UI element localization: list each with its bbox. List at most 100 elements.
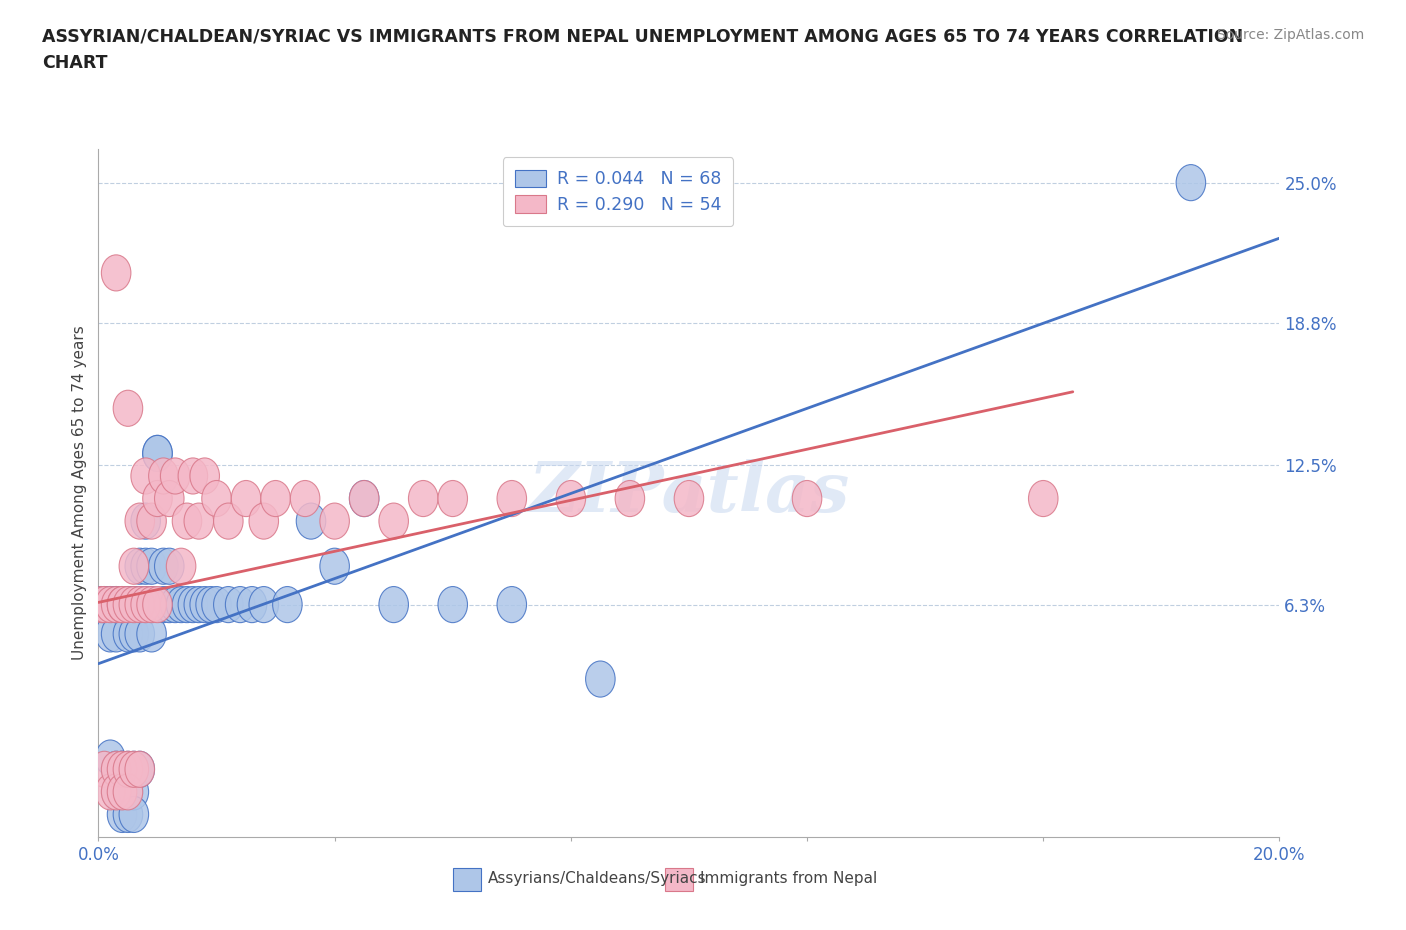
Ellipse shape [143, 587, 173, 623]
Ellipse shape [273, 587, 302, 623]
Ellipse shape [136, 548, 166, 584]
Ellipse shape [107, 751, 136, 788]
Ellipse shape [114, 391, 143, 426]
Ellipse shape [249, 503, 278, 539]
Ellipse shape [136, 616, 166, 652]
Ellipse shape [155, 481, 184, 516]
Ellipse shape [101, 587, 131, 623]
Ellipse shape [87, 587, 117, 623]
Ellipse shape [195, 587, 225, 623]
Ellipse shape [107, 774, 136, 810]
Ellipse shape [166, 548, 195, 584]
Ellipse shape [349, 481, 378, 516]
Ellipse shape [437, 587, 467, 623]
Ellipse shape [96, 616, 125, 652]
Ellipse shape [321, 548, 349, 584]
Ellipse shape [120, 751, 149, 788]
Ellipse shape [202, 481, 232, 516]
Ellipse shape [225, 587, 254, 623]
Ellipse shape [101, 587, 131, 623]
Ellipse shape [96, 774, 125, 810]
Ellipse shape [90, 751, 120, 788]
Ellipse shape [114, 751, 143, 788]
Ellipse shape [143, 481, 173, 516]
Ellipse shape [238, 587, 267, 623]
Ellipse shape [120, 587, 149, 623]
Ellipse shape [214, 503, 243, 539]
Ellipse shape [1029, 481, 1057, 516]
Ellipse shape [143, 435, 173, 472]
Ellipse shape [107, 751, 136, 788]
Ellipse shape [125, 503, 155, 539]
Ellipse shape [120, 616, 149, 652]
Ellipse shape [120, 796, 149, 832]
Ellipse shape [673, 481, 703, 516]
Ellipse shape [101, 751, 131, 788]
Ellipse shape [114, 587, 143, 623]
Ellipse shape [101, 774, 131, 810]
Ellipse shape [380, 503, 408, 539]
Ellipse shape [202, 587, 232, 623]
Ellipse shape [172, 587, 202, 623]
Ellipse shape [792, 481, 821, 516]
Ellipse shape [96, 587, 125, 623]
Ellipse shape [101, 751, 131, 788]
Ellipse shape [107, 587, 136, 623]
Ellipse shape [557, 481, 586, 516]
Ellipse shape [101, 774, 131, 810]
Ellipse shape [90, 587, 120, 623]
Ellipse shape [290, 481, 319, 516]
Ellipse shape [136, 587, 166, 623]
Ellipse shape [107, 587, 136, 623]
Ellipse shape [498, 481, 527, 516]
Ellipse shape [96, 587, 125, 623]
Ellipse shape [131, 503, 160, 539]
Ellipse shape [107, 774, 136, 810]
Text: ZIPatlas: ZIPatlas [529, 459, 849, 526]
Ellipse shape [214, 587, 243, 623]
Ellipse shape [190, 587, 219, 623]
Text: Source: ZipAtlas.com: Source: ZipAtlas.com [1216, 28, 1364, 42]
Ellipse shape [114, 751, 143, 788]
Y-axis label: Unemployment Among Ages 65 to 74 years: Unemployment Among Ages 65 to 74 years [72, 326, 87, 660]
Ellipse shape [190, 458, 219, 494]
Ellipse shape [585, 661, 616, 698]
Ellipse shape [101, 587, 131, 623]
Ellipse shape [96, 587, 125, 623]
Ellipse shape [408, 481, 437, 516]
Ellipse shape [321, 503, 349, 539]
Ellipse shape [179, 587, 208, 623]
Ellipse shape [614, 481, 644, 516]
Text: Assyrians/Chaldeans/Syriacs: Assyrians/Chaldeans/Syriacs [488, 871, 706, 886]
Ellipse shape [166, 587, 195, 623]
Ellipse shape [114, 796, 143, 832]
Legend: R = 0.044   N = 68, R = 0.290   N = 54: R = 0.044 N = 68, R = 0.290 N = 54 [503, 157, 734, 226]
Ellipse shape [120, 548, 149, 584]
Ellipse shape [120, 587, 149, 623]
Ellipse shape [125, 751, 155, 788]
Ellipse shape [136, 503, 166, 539]
Text: Immigrants from Nepal: Immigrants from Nepal [700, 871, 877, 886]
Ellipse shape [107, 751, 136, 788]
Ellipse shape [125, 587, 155, 623]
Ellipse shape [101, 587, 131, 623]
Ellipse shape [120, 587, 149, 623]
Ellipse shape [125, 751, 155, 788]
Ellipse shape [143, 435, 173, 472]
Ellipse shape [184, 587, 214, 623]
Ellipse shape [125, 587, 155, 623]
Ellipse shape [90, 587, 120, 623]
Ellipse shape [101, 616, 131, 652]
Ellipse shape [160, 458, 190, 494]
Ellipse shape [114, 587, 143, 623]
Ellipse shape [114, 616, 143, 652]
Ellipse shape [131, 587, 160, 623]
Ellipse shape [262, 481, 290, 516]
Ellipse shape [114, 774, 143, 810]
Ellipse shape [160, 587, 190, 623]
Ellipse shape [349, 481, 378, 516]
Ellipse shape [179, 458, 208, 494]
Ellipse shape [1175, 165, 1205, 201]
Ellipse shape [125, 616, 155, 652]
Ellipse shape [120, 774, 149, 810]
